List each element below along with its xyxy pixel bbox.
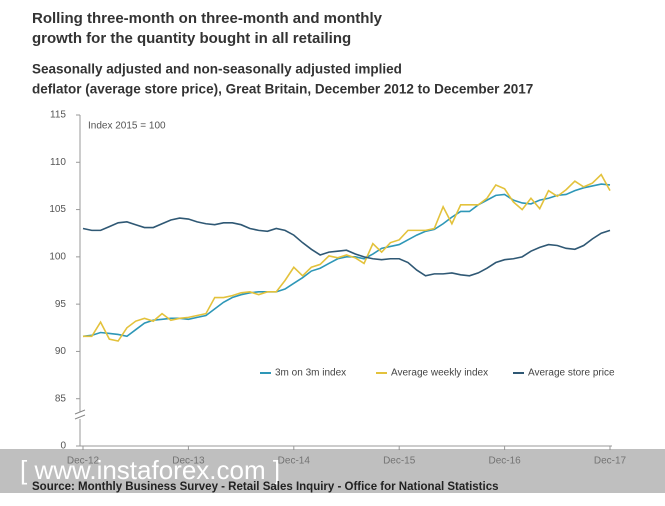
- y-tick-label: 105: [49, 204, 66, 215]
- y-tick-label: 0: [60, 441, 66, 452]
- watermark-band: [0, 449, 665, 493]
- y-tick-label: 110: [50, 157, 66, 168]
- source: Source: Monthly Business Survey - Retail…: [32, 481, 499, 493]
- chart-subtitle-line: Seasonally adjusted and non-seasonally a…: [32, 62, 402, 77]
- y-axis-note: Index 2015 = 100: [88, 121, 166, 132]
- legend-label: Average store price: [528, 368, 615, 379]
- chart-title-line: Rolling three-month on three-month and m…: [32, 10, 383, 27]
- series-line: [83, 173, 611, 342]
- y-tick-label: 90: [55, 346, 67, 357]
- chart-subtitle-line: deflator (average store price), Great Br…: [32, 82, 533, 97]
- y-tick-label: 85: [55, 393, 67, 404]
- chart-title-line: growth for the quantity bought in all re…: [32, 30, 351, 47]
- series-line: [82, 183, 611, 338]
- legend-label: Average weekly index: [391, 368, 488, 379]
- y-tick-label: 95: [55, 299, 67, 310]
- axis-break: [74, 409, 86, 420]
- series-line: [82, 217, 611, 277]
- watermark: [ www.instaforex.com ]: [20, 455, 280, 485]
- y-tick-label: 100: [49, 251, 66, 262]
- legend-label: 3m on 3m index: [275, 368, 346, 379]
- y-tick-label: 115: [50, 110, 66, 121]
